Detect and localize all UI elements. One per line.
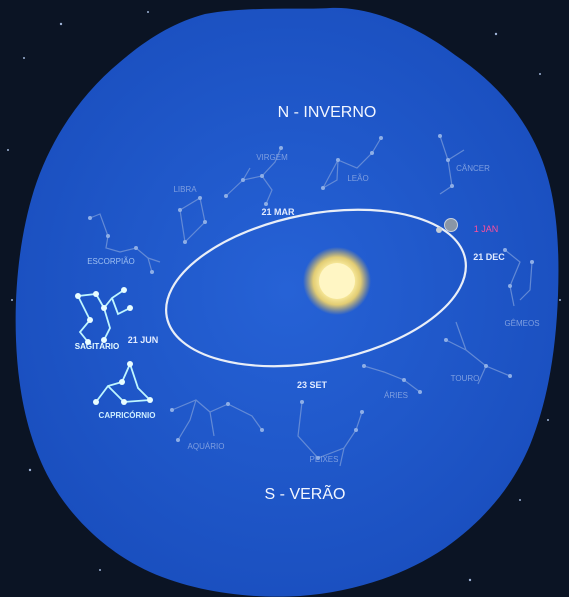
- sun: [319, 263, 355, 299]
- highlight-stars: [75, 287, 153, 405]
- constellation-stars-dim: [88, 134, 534, 460]
- label-libra: LIBRA: [173, 185, 197, 194]
- sky-disc: [15, 7, 559, 597]
- date-label-1-jan: 1 JAN: [474, 224, 499, 234]
- label-touro: TOURO: [451, 374, 480, 383]
- date-label-21-dec: 21 DEC: [473, 252, 505, 262]
- date-label-23-set: 23 SET: [297, 380, 328, 390]
- constellation-labels: VIRGEM LEÃO CÂNCER LIBRA ESCORPIÃO SAGIT…: [75, 153, 540, 464]
- label-aries: ÁRIES: [384, 391, 408, 400]
- label-virgem: VIRGEM: [256, 153, 288, 162]
- label-cancer: CÂNCER: [456, 164, 490, 173]
- label-leao: LEÃO: [347, 174, 368, 183]
- date-label-21-mar: 21 MAR: [261, 207, 295, 217]
- label-peixes: PEIXES: [310, 455, 339, 464]
- label-escorpiao: ESCORPIÃO: [87, 257, 135, 266]
- label-aquario: AQUÁRIO: [188, 442, 225, 451]
- constellation-lines-dim: [89, 135, 533, 467]
- date-label-21-jun: 21 JUN: [128, 335, 159, 345]
- earth-orbit: [165, 208, 467, 368]
- north-heading: N - INVERNO: [278, 104, 377, 121]
- label-capricornio: CAPRICÓRNIO: [99, 411, 156, 420]
- label-gemeos: GÊMEOS: [504, 319, 539, 328]
- label-sagitario: SAGITÁRIO: [75, 342, 119, 351]
- earth[interactable]: [444, 218, 458, 232]
- south-heading: S - VERÃO: [265, 483, 346, 503]
- moon: [436, 227, 442, 233]
